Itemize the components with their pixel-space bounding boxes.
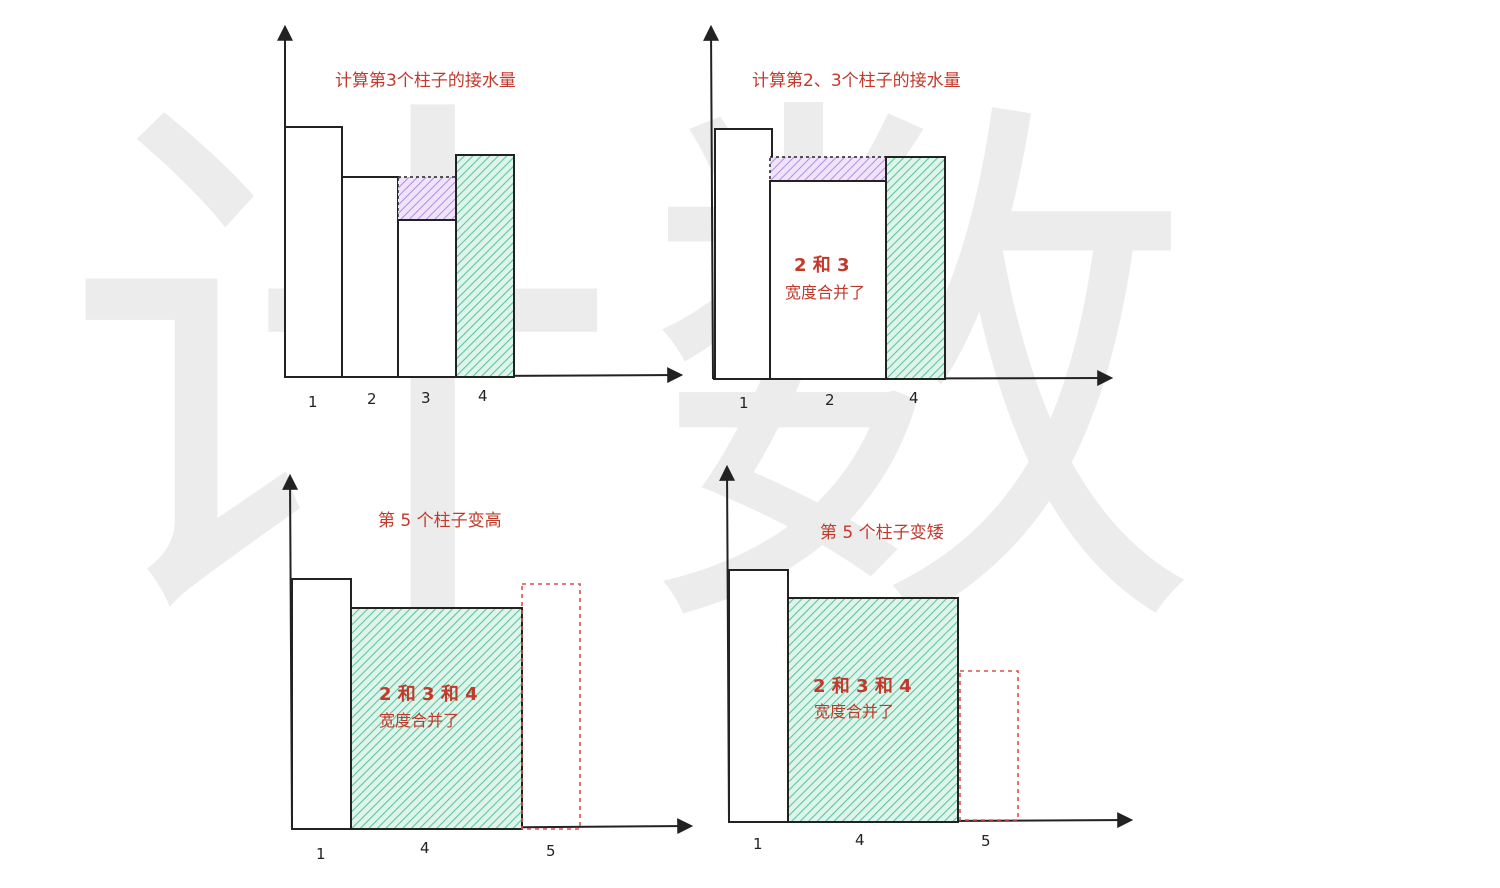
x-label-4: 4	[855, 831, 865, 849]
bar-5-taller	[521, 583, 581, 830]
panel-title: 计算第2、3个柱子的接水量	[752, 71, 961, 91]
bar-1	[284, 126, 343, 378]
merge-note-line-1: 2 和 3 和 4	[813, 676, 912, 697]
bar-1	[291, 578, 352, 830]
x-label-5: 5	[546, 842, 556, 860]
panel-2: 计算第2、3个柱子的接水量 2 和 3 宽度合并了 1 2 4	[703, 24, 1114, 412]
x-label-4: 4	[420, 839, 430, 857]
bar-4-merged	[787, 597, 959, 823]
panel-1: 计算第3个柱子的接水量 1 2 3 4	[277, 24, 684, 411]
bar-2-merged	[769, 180, 887, 380]
bar-4	[455, 154, 515, 378]
bar-5-shorter	[959, 670, 1019, 821]
panel-title: 第 5 个柱子变高	[378, 511, 502, 531]
merge-note-line-1: 2 和 3	[794, 255, 850, 276]
bar-4-merged	[350, 607, 523, 830]
panel-4: 第 5 个柱子变矮 2 和 3 和 4 宽度合并了 1 4 5	[719, 464, 1134, 853]
x-label-1: 1	[316, 845, 326, 863]
y-axis	[703, 24, 720, 380]
bar-1	[728, 569, 789, 823]
x-label-5: 5	[981, 832, 991, 850]
panel-3: 第 5 个柱子变高 2 和 3 和 4 宽度合并了 1 4 5	[282, 473, 694, 863]
panel-title: 第 5 个柱子变矮	[820, 523, 944, 543]
merge-note-line-1: 2 和 3 和 4	[379, 684, 478, 705]
bar-4	[885, 156, 946, 380]
bar-1	[714, 128, 773, 380]
water-area-bars-2-3	[769, 156, 887, 182]
x-label-2: 2	[367, 390, 377, 408]
bar-2	[341, 176, 399, 378]
x-label-4: 4	[909, 389, 919, 407]
x-label-1: 1	[753, 835, 763, 853]
merge-note-line-2: 宽度合并了	[785, 283, 865, 302]
x-label-1: 1	[739, 394, 749, 412]
water-area-bar-3	[397, 176, 457, 221]
x-label-4: 4	[478, 387, 488, 405]
merge-note-line-2: 宽度合并了	[814, 702, 894, 721]
x-label-1: 1	[308, 393, 318, 411]
merge-note-line-2: 宽度合并了	[379, 711, 459, 730]
panel-title: 计算第3个柱子的接水量	[335, 71, 516, 91]
x-label-2: 2	[825, 391, 835, 409]
bar-3	[397, 219, 457, 378]
x-label-3: 3	[421, 389, 431, 407]
